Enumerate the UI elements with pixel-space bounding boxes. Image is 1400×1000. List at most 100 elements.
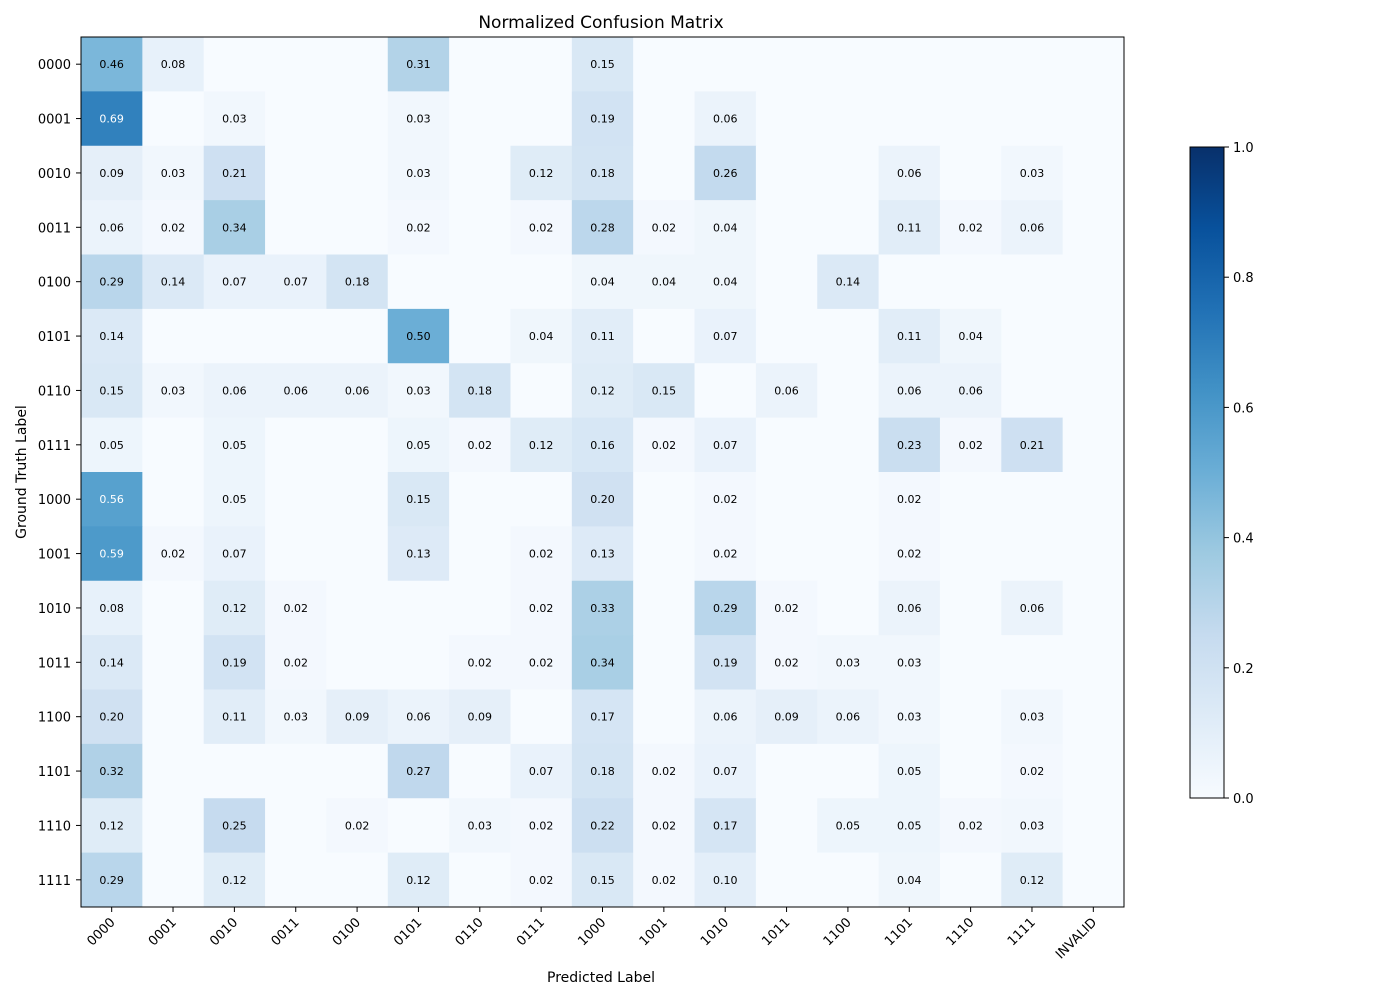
y-tick-label: 1101 [38, 765, 71, 780]
x-tick-label: 0000 [84, 915, 118, 949]
cell-value-label: 0.69 [99, 113, 124, 126]
heatmap-cell [142, 37, 205, 92]
heatmap-cell [510, 472, 573, 527]
heatmap-cell [265, 689, 327, 745]
heatmap-cell [510, 798, 573, 854]
heatmap-cell [510, 363, 573, 419]
heatmap-cell [449, 472, 511, 527]
heatmap-cell [1062, 526, 1125, 582]
cell-value-label: 0.23 [897, 439, 922, 452]
heatmap-cell [694, 689, 757, 745]
heatmap-cell [203, 743, 266, 799]
cell-value-label: 0.05 [897, 819, 922, 832]
heatmap-cell [81, 689, 143, 745]
heatmap-cell [449, 689, 511, 745]
heatmap-cell [449, 363, 511, 419]
colorbar-tick-label: 0.2 [1233, 662, 1254, 677]
heatmap-cell [878, 526, 941, 582]
cell-value-label: 0.17 [713, 819, 738, 832]
heatmap-cell [755, 417, 818, 473]
heatmap-cell [755, 472, 818, 527]
heatmap-cell [571, 37, 634, 92]
heatmap-cell [142, 689, 205, 745]
cell-value-label: 0.02 [1020, 765, 1045, 778]
cell-value-label: 0.02 [468, 439, 493, 452]
cell-value-label: 0.02 [161, 221, 186, 234]
heatmap-cell [265, 254, 327, 310]
cell-value-label: 0.06 [1020, 221, 1045, 234]
y-tick-label: 1111 [38, 874, 71, 889]
cell-value-label: 0.02 [529, 874, 554, 887]
x-tick-label: 1011 [759, 915, 793, 949]
cell-value-label: 0.12 [406, 874, 431, 887]
heatmap-cell [326, 852, 389, 908]
x-tick-label: 1100 [821, 915, 855, 949]
colorbar-tick-label: 1.0 [1233, 141, 1254, 156]
y-tick-label: 0000 [38, 58, 71, 73]
heatmap-cell [142, 363, 205, 419]
heatmap-cell [817, 472, 880, 527]
heatmap-cell [755, 689, 818, 745]
heatmap-cell [633, 472, 696, 527]
heatmap-cell [939, 308, 1002, 364]
heatmap-cell [81, 91, 143, 147]
heatmap-cell [633, 635, 696, 690]
heatmap-cell [755, 743, 818, 799]
cell-value-label: 0.11 [897, 330, 922, 343]
heatmap-cell [81, 308, 143, 364]
heatmap-cell [633, 580, 696, 636]
cell-value-label: 0.29 [99, 276, 124, 289]
heatmap-cell [326, 417, 389, 473]
heatmap-cell [1062, 308, 1125, 364]
cell-value-label: 0.04 [713, 276, 738, 289]
cell-value-label: 0.07 [713, 765, 738, 778]
heatmap-cell [817, 308, 880, 364]
heatmap-cell [939, 580, 1002, 636]
heatmap-cell [939, 91, 1002, 147]
heatmap-cell [817, 526, 880, 582]
x-tick-label: 1001 [637, 915, 671, 949]
cell-value-label: 0.06 [406, 711, 431, 724]
cell-value-label: 0.02 [529, 819, 554, 832]
heatmap-cell [81, 635, 143, 690]
heatmap-cell [1001, 580, 1064, 636]
cell-value-label: 0.18 [345, 276, 370, 289]
cell-value-label: 0.46 [99, 58, 124, 71]
heatmap-cell [694, 580, 757, 636]
cell-value-label: 0.02 [774, 602, 799, 615]
heatmap-cell [1001, 689, 1064, 745]
heatmap-cell [817, 580, 880, 636]
heatmap-cell [633, 852, 696, 908]
heatmap-cell [1062, 91, 1125, 147]
heatmap-cell [633, 526, 696, 582]
cell-value-label: 0.03 [897, 656, 922, 669]
cell-value-label: 0.02 [283, 602, 308, 615]
heatmap-cell [939, 417, 1002, 473]
heatmap-cell [449, 200, 511, 255]
heatmap-cell [1001, 363, 1064, 419]
heatmap-cell [817, 852, 880, 908]
heatmap-cell [81, 145, 143, 201]
heatmap-cell [326, 363, 389, 419]
heatmap-cell [633, 798, 696, 854]
cell-value-label: 0.06 [345, 384, 370, 397]
heatmap-cell [694, 37, 757, 92]
cell-value-label: 0.27 [406, 765, 431, 778]
heatmap-cell [449, 798, 511, 854]
cell-value-label: 0.06 [897, 167, 922, 180]
heatmap-cell [1062, 417, 1125, 473]
heatmap-cell [510, 37, 573, 92]
heatmap-cell [694, 200, 757, 255]
heatmap-cell [1001, 526, 1064, 582]
heatmap-cell [142, 635, 205, 690]
cell-value-label: 0.50 [406, 330, 431, 343]
heatmap-cell [387, 200, 450, 255]
heatmap-cell [878, 743, 941, 799]
heatmap-cell [633, 689, 696, 745]
heatmap-cell [203, 308, 266, 364]
heatmap-cell [326, 580, 389, 636]
heatmap-cell [878, 689, 941, 745]
y-axis-ticks: 0000 0001 0010 0011 0100 0101 0110 0111 1000 1001… [38, 58, 81, 889]
cell-value-label: 0.25 [222, 819, 247, 832]
